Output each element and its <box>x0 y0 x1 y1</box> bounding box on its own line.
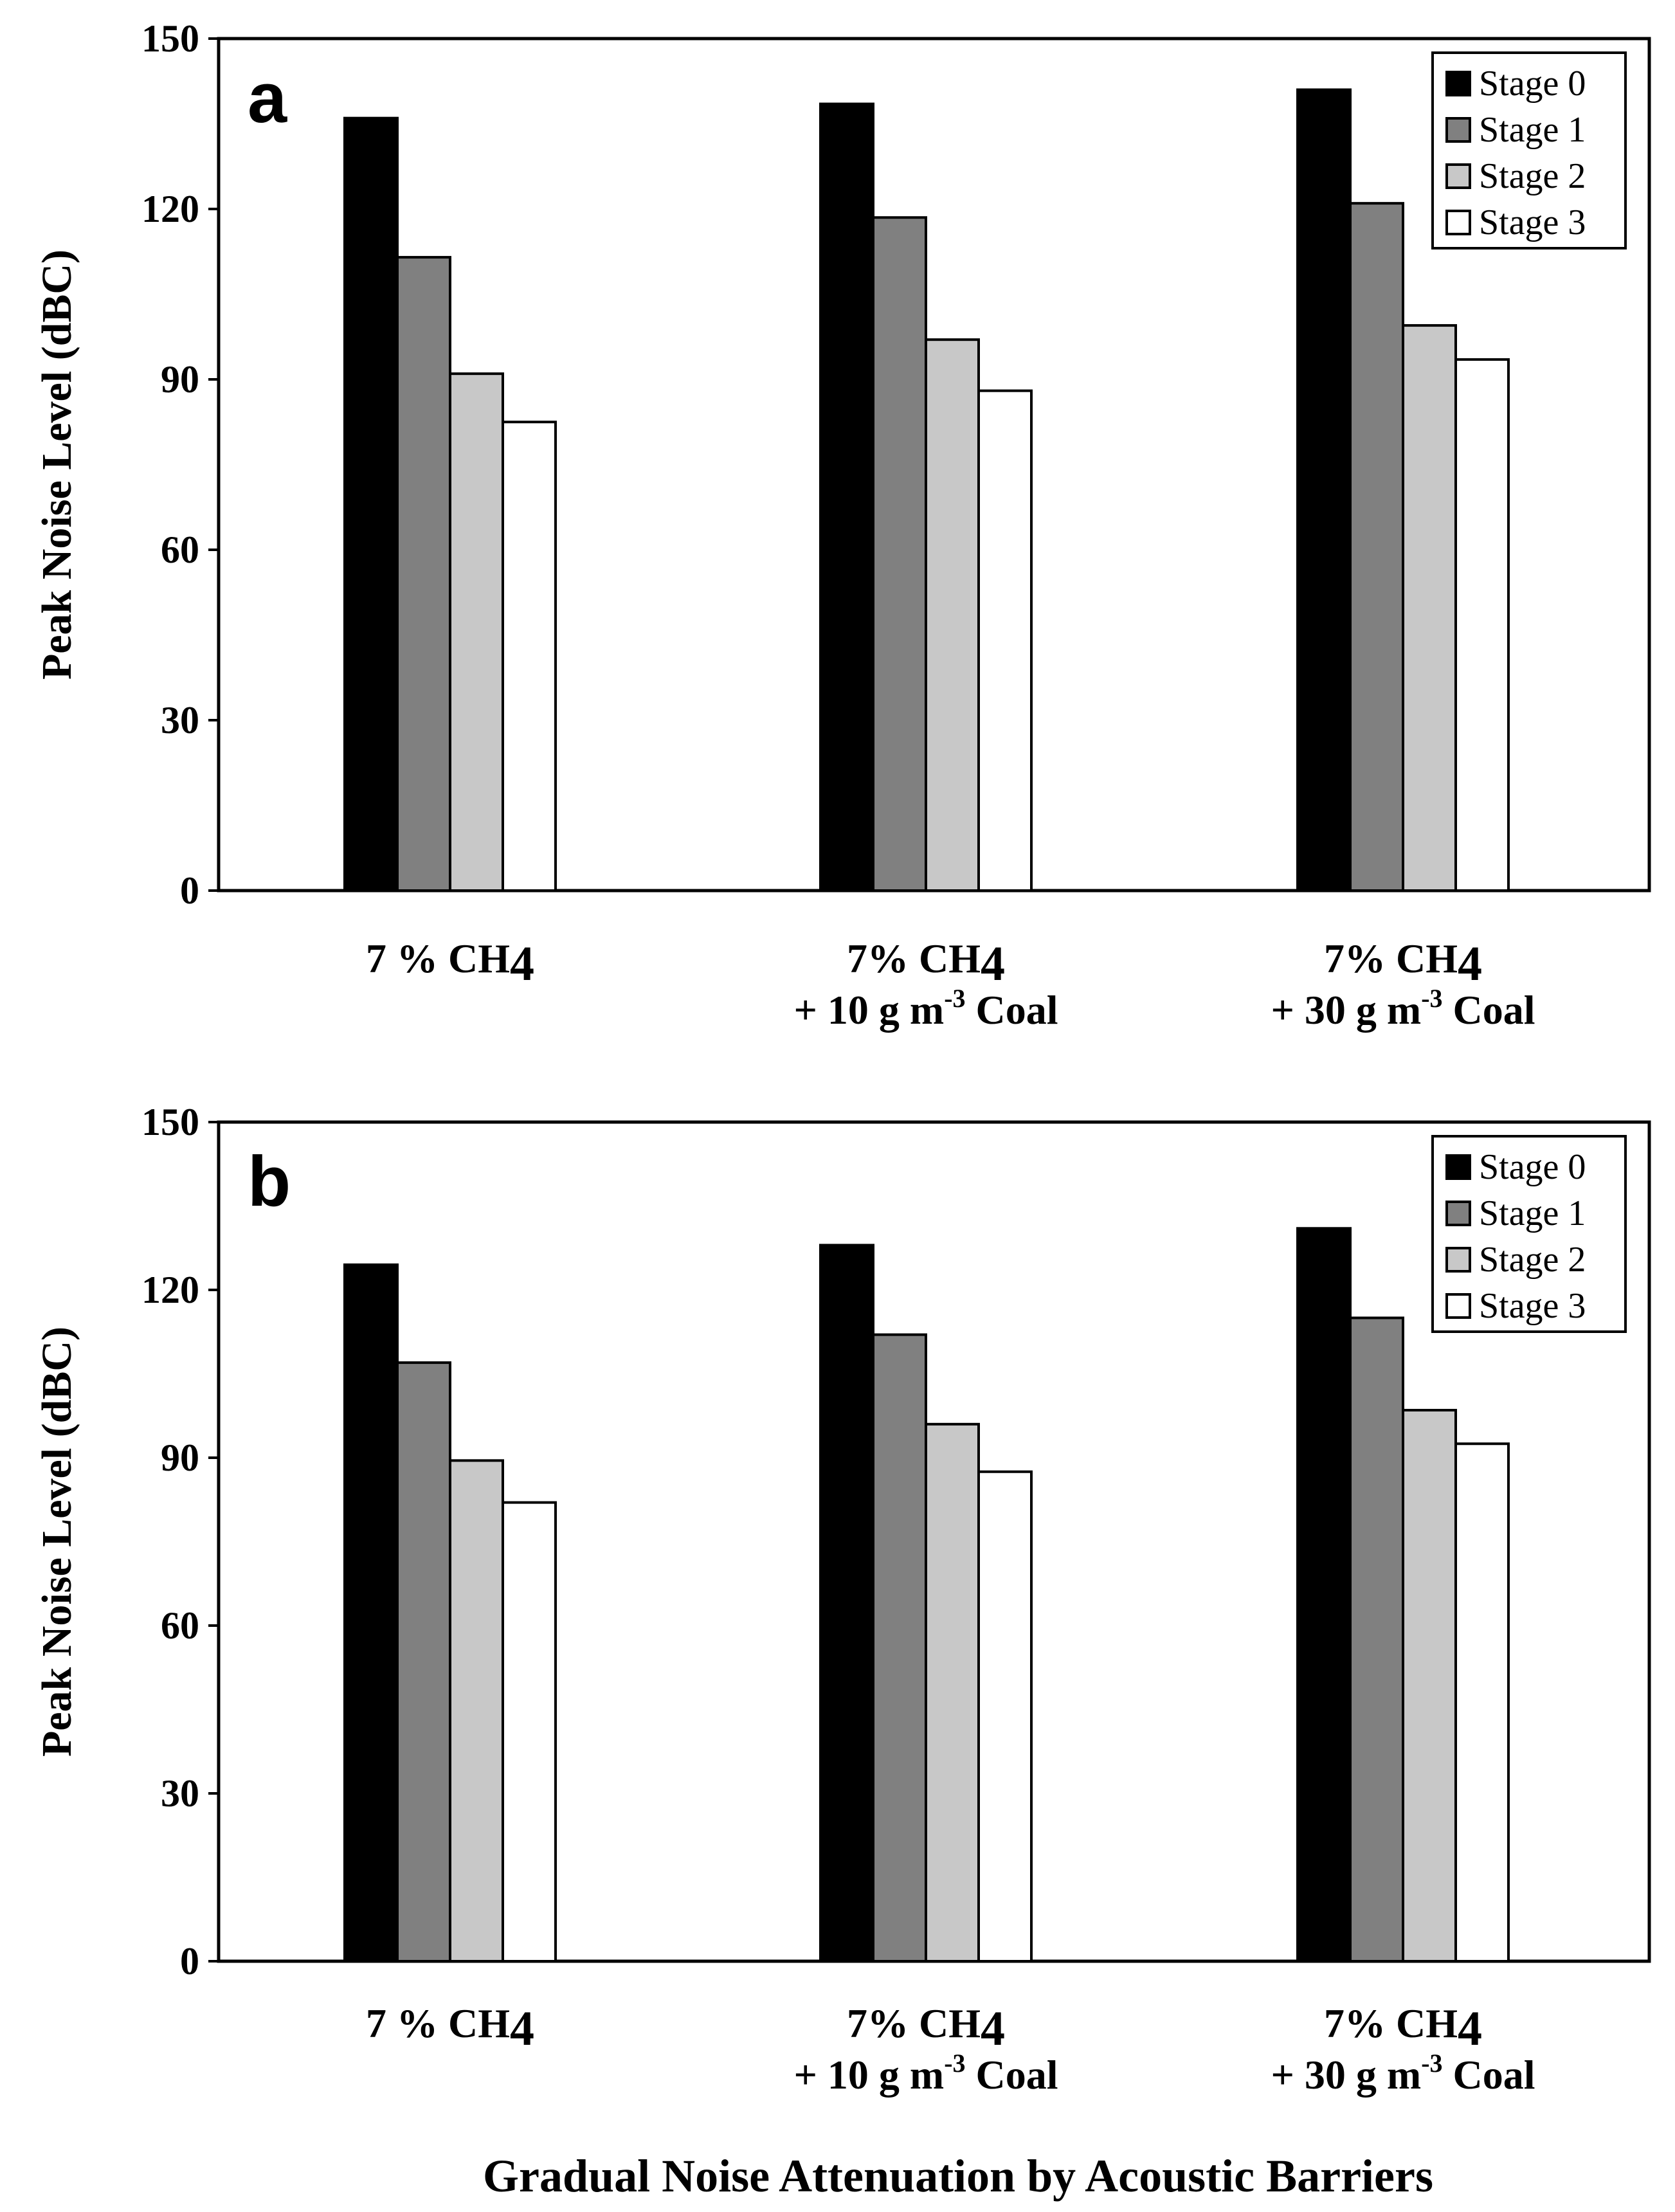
legend-entry: Stage 3 <box>1479 1286 1586 1326</box>
category-label-line1: 7% CH4 <box>1324 936 1482 991</box>
legend-entry: Stage 1 <box>1479 1193 1586 1233</box>
panel-label: b <box>248 1142 291 1221</box>
legend-swatch <box>1445 1154 1471 1180</box>
category-label-line2: + 30 g m-3 Coal <box>1271 2049 1535 2098</box>
bar-stage-3-cat-1 <box>977 389 1033 892</box>
y-tick-label: 30 <box>161 699 199 741</box>
category-superscript: -3 <box>944 984 965 1013</box>
bar-stage-2-cat-2 <box>1402 1409 1457 1963</box>
category-superscript: -3 <box>1421 2049 1442 2078</box>
category-name: 7% CH <box>847 2000 981 2046</box>
category-name: 7% CH <box>1324 936 1458 981</box>
bar-stage-0-cat-1 <box>819 102 874 892</box>
category-subscript: 4 <box>510 937 534 991</box>
category-label-line2: + 10 g m-3 Coal <box>793 984 1058 1033</box>
category-superscript: -3 <box>944 2049 965 2078</box>
category-subscript: 4 <box>510 2002 534 2056</box>
y-tick-label: 30 <box>161 1772 199 1815</box>
category-label-line1: 7% CH4 <box>847 936 1005 991</box>
bar-stage-1-cat-1 <box>872 216 927 892</box>
category-subscript: 4 <box>1458 937 1482 991</box>
category-concentration: + 10 g m <box>793 2052 944 2098</box>
legend-entry: Stage 1 <box>1479 110 1586 150</box>
category-name: 7 % CH <box>366 2000 510 2046</box>
category-subscript: 4 <box>981 937 1005 991</box>
chart-panel-b: 0 30 60 90 120 150 Peak Noise Level (dBC) b 7 % … <box>33 1101 1651 2098</box>
bar-stage-2-cat-0 <box>449 372 504 892</box>
category-material: Coal <box>1443 987 1535 1033</box>
bar-stage-1-cat-1 <box>872 1333 927 1963</box>
bar-stage-2-cat-0 <box>449 1459 504 1963</box>
category-name: 7 % CH <box>366 936 510 981</box>
y-tick-label: 60 <box>161 1604 199 1647</box>
legend-swatch <box>1445 163 1471 189</box>
y-tick-label: 90 <box>161 1437 199 1479</box>
legend-swatch <box>1445 1247 1471 1273</box>
category-material: Coal <box>966 987 1058 1033</box>
category-subscript: 4 <box>1458 2002 1482 2056</box>
category-label-line1: 7 % CH4 <box>366 2000 534 2056</box>
category-name: 7% CH <box>847 936 981 981</box>
bar-stage-2-cat-1 <box>925 1422 980 1963</box>
category-material: Coal <box>1443 2052 1535 2098</box>
category-superscript: -3 <box>1421 984 1442 1013</box>
category-label-line1: 7% CH4 <box>847 2000 1005 2056</box>
legend-swatch <box>1445 210 1471 235</box>
legend: Stage 0 Stage 1 Stage 2 Stage 3 <box>1431 1135 1627 1333</box>
bar-stage-2-cat-1 <box>925 338 980 892</box>
y-axis-label: Peak Noise Level (dBC) <box>33 1327 80 1757</box>
panel-label: a <box>248 59 287 138</box>
legend-swatch <box>1445 1201 1471 1226</box>
legend-entry: Stage 2 <box>1479 1240 1586 1280</box>
y-tick-label: 0 <box>180 1940 199 1982</box>
bar-stage-3-cat-2 <box>1454 358 1510 892</box>
legend-entry: Stage 3 <box>1479 203 1586 242</box>
bar-stage-3-cat-2 <box>1454 1442 1510 1963</box>
y-tick-label: 120 <box>141 1269 199 1311</box>
bar-stage-3-cat-0 <box>502 1501 557 1963</box>
legend-entry: Stage 0 <box>1479 64 1586 104</box>
category-label-line2: + 30 g m-3 Coal <box>1271 984 1535 1033</box>
legend-entry: Stage 0 <box>1479 1147 1586 1187</box>
category-subscript: 4 <box>981 2002 1005 2056</box>
category-name: 7% CH <box>1324 2000 1458 2046</box>
legend-swatch <box>1445 71 1471 96</box>
y-tick-label: 0 <box>180 869 199 912</box>
bar-stage-0-cat-2 <box>1296 1227 1352 1963</box>
bar-stage-0-cat-0 <box>343 116 399 893</box>
category-concentration: + 10 g m <box>793 987 944 1033</box>
x-axis-title: Gradual Noise Attenuation by Acoustic Ba… <box>483 2150 1433 2202</box>
bar-stage-1-cat-0 <box>396 1361 451 1963</box>
y-axis-label: Peak Noise Level (dBC) <box>33 249 80 680</box>
legend-swatch <box>1445 1293 1471 1319</box>
y-tick-label: 90 <box>161 358 199 401</box>
bar-stage-0-cat-2 <box>1296 88 1352 892</box>
category-material: Coal <box>966 2052 1058 2098</box>
category-concentration: + 30 g m <box>1271 987 1421 1033</box>
legend-swatch <box>1445 117 1471 143</box>
bar-stage-1-cat-0 <box>396 256 451 893</box>
bar-stage-0-cat-1 <box>819 1244 874 1963</box>
y-tick-label: 150 <box>141 17 199 60</box>
bar-stage-1-cat-2 <box>1349 202 1404 893</box>
legend-entry: Stage 2 <box>1479 156 1586 196</box>
bar-stage-0-cat-0 <box>343 1263 399 1963</box>
category-label-line2: + 10 g m-3 Coal <box>793 2049 1058 2098</box>
category-label-line1: 7 % CH4 <box>366 936 534 991</box>
bar-stage-1-cat-2 <box>1349 1316 1404 1963</box>
y-tick-label: 150 <box>141 1101 199 1143</box>
bar-stage-2-cat-2 <box>1402 324 1457 893</box>
y-tick-label: 120 <box>141 188 199 230</box>
y-tick-label: 60 <box>161 529 199 571</box>
bar-stage-3-cat-1 <box>977 1470 1033 1963</box>
category-label-line1: 7% CH4 <box>1324 2000 1482 2056</box>
category-concentration: + 30 g m <box>1271 2052 1421 2098</box>
bar-stage-3-cat-0 <box>502 421 557 892</box>
legend: Stage 0 Stage 1 Stage 2 Stage 3 <box>1431 51 1627 249</box>
chart-panel-a: 0 30 60 90 120 150 Peak Noise Level (dBC) a 7 % … <box>33 17 1651 1033</box>
